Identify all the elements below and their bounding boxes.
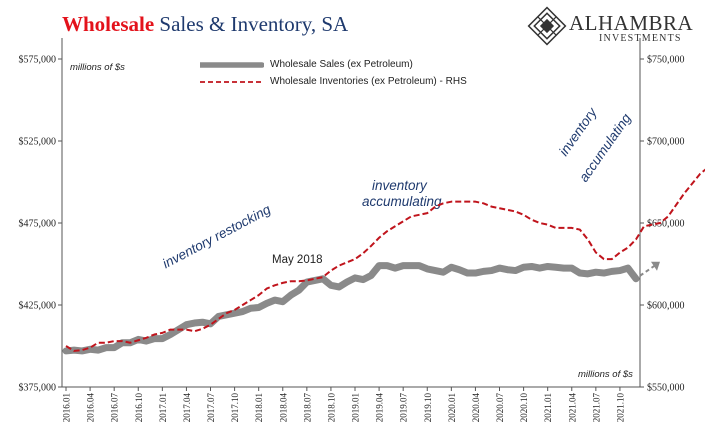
- x-tick-label: 2018.10: [326, 393, 336, 423]
- x-tick-label: 2021.07: [591, 393, 601, 423]
- x-tick-label: 2017.07: [206, 393, 216, 423]
- series-inventories-line: [65, 168, 705, 352]
- x-tick-label: 2017.10: [230, 393, 240, 423]
- diamond-logo-icon: [527, 6, 567, 46]
- annotation-may-2018: May 2018: [272, 254, 323, 266]
- x-tick-label: 2019.10: [423, 393, 433, 423]
- x-tick-label: 2018.01: [254, 393, 264, 422]
- x-tick-label: 2020.07: [495, 393, 505, 423]
- left-axis-unit: millions of $s: [70, 62, 125, 73]
- annotation-accumulating-mid: accumulating: [362, 194, 442, 209]
- x-tick-label: 2016.04: [86, 393, 96, 423]
- sales-arrow-head: [650, 261, 660, 271]
- x-tick-label: 2018.07: [302, 393, 312, 423]
- right-tick-label: $750,000: [647, 55, 685, 66]
- right-tick-label: $550,000: [647, 383, 685, 394]
- left-tick-label: $425,000: [19, 301, 57, 312]
- sales-projection-line: [639, 263, 657, 277]
- x-tick-label: 2016.10: [134, 393, 144, 423]
- logo-wordmark: ALHAMBRA: [569, 11, 694, 35]
- left-tick-label: $525,000: [19, 137, 57, 148]
- series-sales-line: [62, 262, 640, 355]
- x-tick-label: 2021.04: [567, 393, 577, 423]
- right-tick-label: $700,000: [647, 137, 685, 148]
- legend-label-inventories: Wholesale Inventories (ex Petroleum) - R…: [270, 76, 467, 87]
- right-tick-label: $600,000: [647, 301, 685, 312]
- x-tick-label: 2021.01: [543, 393, 553, 422]
- right-axis-unit: millions of $s: [578, 369, 633, 380]
- right-tick-label: $650,000: [647, 219, 685, 230]
- x-tick-label: 2019.07: [399, 393, 409, 423]
- left-tick-label: $475,000: [19, 219, 57, 230]
- x-tick-label: 2016.01: [62, 393, 72, 422]
- legend-label-sales: Wholesale Sales (ex Petroleum): [270, 59, 413, 70]
- x-tick-label: 2021.10: [615, 393, 625, 423]
- x-tick-label: 2016.07: [110, 393, 120, 423]
- title-main: Sales & Inventory, SA: [154, 12, 349, 36]
- left-tick-label: $375,000: [19, 383, 57, 394]
- x-tick-label: 2019.04: [375, 393, 385, 423]
- annotation-inventory-mid: inventory: [372, 178, 427, 193]
- x-tick-label: 2017.04: [182, 393, 192, 423]
- x-tick-label: 2020.10: [519, 393, 529, 423]
- x-tick-label: 2020.01: [447, 393, 457, 422]
- x-tick-label: 2020.04: [471, 393, 481, 423]
- x-tick-label: 2017.01: [158, 393, 168, 422]
- x-tick-label: 2018.04: [278, 393, 288, 423]
- left-tick-label: $575,000: [19, 55, 57, 66]
- x-tick-label: 2019.01: [351, 393, 361, 422]
- chart-title: Wholesale Sales & Inventory, SA: [62, 12, 348, 37]
- title-accent: Wholesale: [62, 12, 155, 36]
